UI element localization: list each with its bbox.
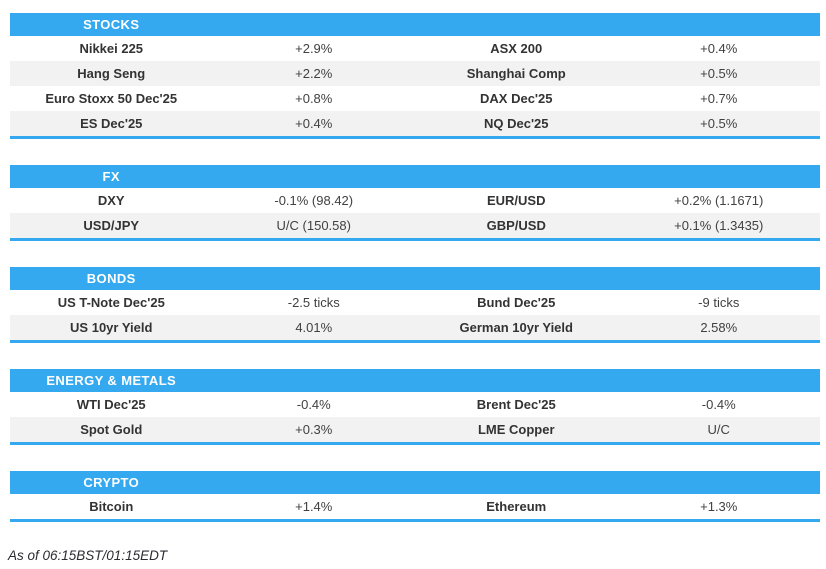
table-row: Bitcoin +1.4% Ethereum +1.3% (10, 494, 820, 519)
section-title: ENERGY & METALS (46, 373, 177, 388)
market-section: FX DXY -0.1% (98.42) EUR/USD +0.2% (1.16… (10, 165, 820, 241)
section-title: BONDS (86, 271, 136, 286)
table-row: Hang Seng +2.2% Shanghai Comp +0.5% (10, 61, 820, 86)
instrument-label: Ethereum (486, 499, 547, 514)
instrument-value: +0.4% (700, 41, 738, 56)
instrument-value: +0.2% (1.1671) (674, 193, 764, 208)
instrument-label: Euro Stoxx 50 Dec'25 (45, 91, 178, 106)
table-row: US 10yr Yield 4.01% German 10yr Yield 2.… (10, 315, 820, 340)
instrument-value: -2.5 ticks (287, 295, 340, 310)
instrument-label: USD/JPY (83, 218, 140, 233)
instrument-label: Hang Seng (77, 66, 146, 81)
instrument-label: DAX Dec'25 (480, 91, 553, 106)
instrument-label: LME Copper (477, 422, 555, 437)
instrument-value: +2.9% (295, 41, 333, 56)
instrument-label: German 10yr Yield (459, 320, 573, 335)
table-row: DXY -0.1% (98.42) EUR/USD +0.2% (1.1671) (10, 188, 820, 213)
section-title: STOCKS (83, 17, 140, 32)
instrument-label: Brent Dec'25 (476, 397, 556, 412)
section-rows: Bitcoin +1.4% Ethereum +1.3% (10, 494, 820, 519)
market-section: STOCKS Nikkei 225 +2.9% ASX 200 +0.4% Ha… (10, 13, 820, 139)
instrument-value: +0.7% (700, 91, 738, 106)
table-row: ES Dec'25 +0.4% NQ Dec'25 +0.5% (10, 111, 820, 136)
instrument-value: +0.4% (295, 116, 333, 131)
section-title: CRYPTO (83, 475, 140, 490)
section-rows: DXY -0.1% (98.42) EUR/USD +0.2% (1.1671)… (10, 188, 820, 238)
section-header: BONDS (10, 267, 820, 290)
instrument-label: ES Dec'25 (80, 116, 143, 131)
section-header: CRYPTO (10, 471, 820, 494)
section-header: ENERGY & METALS (10, 369, 820, 392)
instrument-value: +1.3% (700, 499, 738, 514)
instrument-value: -0.4% (296, 397, 331, 412)
instrument-value: +1.4% (295, 499, 333, 514)
section-rows: WTI Dec'25 -0.4% Brent Dec'25 -0.4% Spot… (10, 392, 820, 442)
instrument-value: +2.2% (295, 66, 333, 81)
instrument-value: U/C (707, 422, 730, 437)
table-row: WTI Dec'25 -0.4% Brent Dec'25 -0.4% (10, 392, 820, 417)
table-row: US T-Note Dec'25 -2.5 ticks Bund Dec'25 … (10, 290, 820, 315)
instrument-value: +0.5% (700, 66, 738, 81)
instrument-value: +0.3% (295, 422, 333, 437)
instrument-label: DXY (97, 193, 125, 208)
instrument-value: +0.8% (295, 91, 333, 106)
market-section: ENERGY & METALS WTI Dec'25 -0.4% Brent D… (10, 369, 820, 445)
instrument-label: Bund Dec'25 (477, 295, 556, 310)
instrument-label: Bitcoin (89, 499, 134, 514)
instrument-value: 4.01% (295, 320, 333, 335)
market-section: BONDS US T-Note Dec'25 -2.5 ticks Bund D… (10, 267, 820, 343)
section-header: STOCKS (10, 13, 820, 36)
as-of-timestamp: As of 06:15BST/01:15EDT (8, 548, 168, 563)
table-row: Spot Gold +0.3% LME Copper U/C (10, 417, 820, 442)
instrument-value: 2.58% (700, 320, 738, 335)
instrument-label: Nikkei 225 (79, 41, 144, 56)
instrument-label: WTI Dec'25 (76, 397, 146, 412)
market-section: CRYPTO Bitcoin +1.4% Ethereum +1.3% (10, 471, 820, 522)
instrument-label: Shanghai Comp (466, 66, 566, 81)
table-row: USD/JPY U/C (150.58) GBP/USD +0.1% (1.34… (10, 213, 820, 238)
instrument-label: Spot Gold (80, 422, 143, 437)
section-rows: Nikkei 225 +2.9% ASX 200 +0.4% Hang Seng… (10, 36, 820, 136)
section-title: FX (102, 169, 120, 184)
instrument-label: GBP/USD (486, 218, 546, 233)
instrument-value: +0.1% (1.3435) (674, 218, 764, 233)
instrument-label: US 10yr Yield (70, 320, 153, 335)
table-row: Nikkei 225 +2.9% ASX 200 +0.4% (10, 36, 820, 61)
table-row: Euro Stoxx 50 Dec'25 +0.8% DAX Dec'25 +0… (10, 86, 820, 111)
instrument-label: ASX 200 (490, 41, 543, 56)
instrument-value: -9 ticks (698, 295, 740, 310)
instrument-value: -0.4% (701, 397, 736, 412)
instrument-label: EUR/USD (486, 193, 546, 208)
market-wrap: STOCKS Nikkei 225 +2.9% ASX 200 +0.4% Ha… (10, 13, 820, 522)
instrument-value: -0.1% (98.42) (274, 193, 354, 208)
instrument-label: US T-Note Dec'25 (57, 295, 165, 310)
instrument-label: NQ Dec'25 (483, 116, 549, 131)
section-header: FX (10, 165, 820, 188)
instrument-value: U/C (150.58) (276, 218, 351, 233)
instrument-value: +0.5% (700, 116, 738, 131)
section-rows: US T-Note Dec'25 -2.5 ticks Bund Dec'25 … (10, 290, 820, 340)
